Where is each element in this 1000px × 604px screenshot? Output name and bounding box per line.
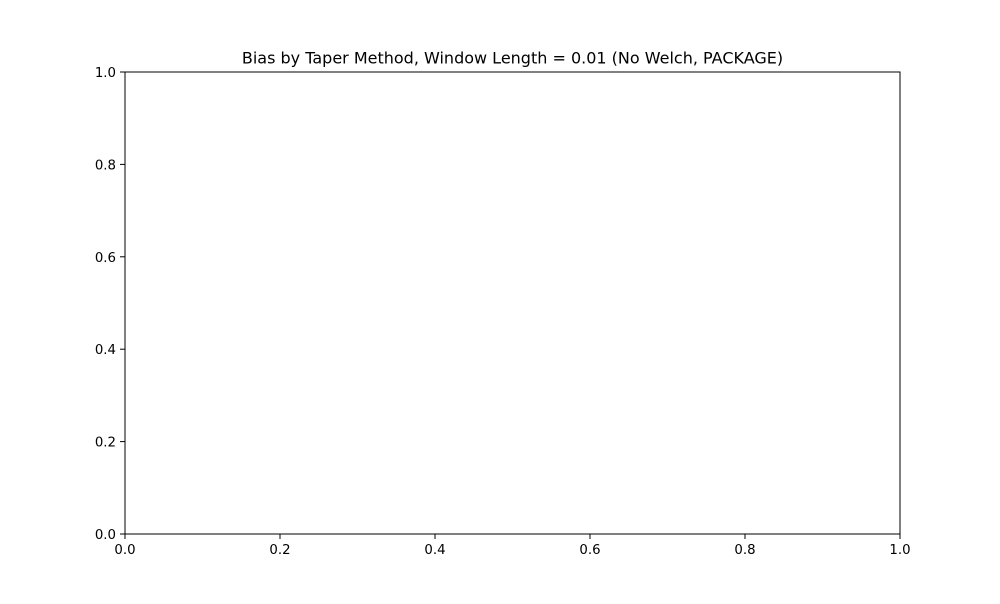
y-tick-label: 0.0 xyxy=(95,528,116,543)
x-tick-label: 0.8 xyxy=(734,543,755,558)
x-tick-label: 0.2 xyxy=(269,543,290,558)
x-tick-label: 0.6 xyxy=(579,543,600,558)
y-axis: 0.0 0.2 0.4 0.6 0.8 1.0 xyxy=(95,66,125,543)
x-tick-label: 0.4 xyxy=(424,543,445,558)
y-tick-label: 0.2 xyxy=(95,436,116,451)
plot-area-frame xyxy=(124,71,901,535)
x-axis: 0.0 0.2 0.4 0.6 0.8 1.0 xyxy=(114,534,911,558)
chart-title: Bias by Taper Method, Window Length = 0.… xyxy=(242,49,783,68)
y-tick-label: 0.6 xyxy=(95,251,116,266)
y-tick-label: 1.0 xyxy=(95,66,116,81)
y-tick-label: 0.8 xyxy=(95,158,116,173)
x-tick-label: 1.0 xyxy=(889,543,910,558)
y-tick-label: 0.4 xyxy=(95,343,116,358)
x-tick-label: 0.0 xyxy=(114,543,135,558)
